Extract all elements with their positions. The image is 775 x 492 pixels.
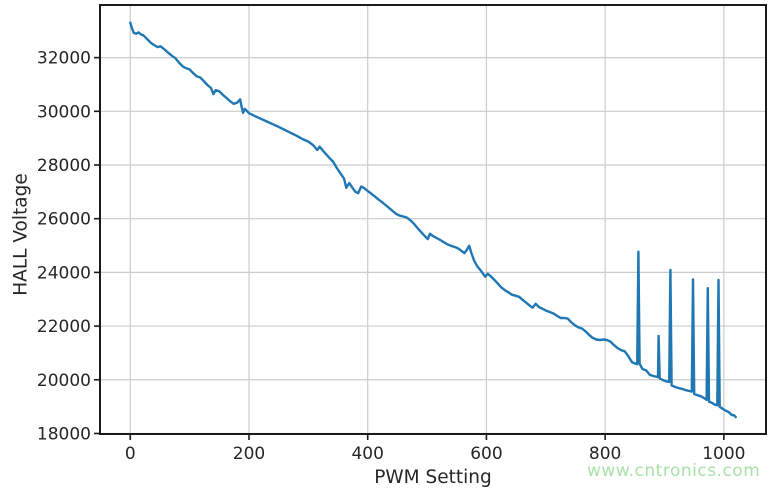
x-tick-label: 400 <box>351 444 383 464</box>
y-tick-label: 32000 <box>37 49 91 69</box>
y-tick-label: 20000 <box>37 371 91 391</box>
x-axis-title: PWM Setting <box>374 467 492 488</box>
watermark-text: www.cntronics.com <box>587 461 761 481</box>
y-tick-label: 30000 <box>37 102 91 122</box>
x-tick-label: 0 <box>125 444 136 464</box>
y-tick-label: 28000 <box>37 156 91 176</box>
y-tick-label: 18000 <box>37 424 91 444</box>
x-tick-label: 200 <box>233 444 265 464</box>
y-tick-label: 22000 <box>37 317 91 337</box>
plot-border <box>99 4 767 435</box>
x-tick-label: 800 <box>589 444 621 464</box>
y-tick-label: 26000 <box>37 210 91 230</box>
x-tick-label: 600 <box>470 444 502 464</box>
y-tick-label: 24000 <box>37 263 91 283</box>
x-tick-label: 1000 <box>702 444 745 464</box>
hall-voltage-line <box>129 21 737 419</box>
y-axis-title: HALL Voltage <box>10 173 32 296</box>
